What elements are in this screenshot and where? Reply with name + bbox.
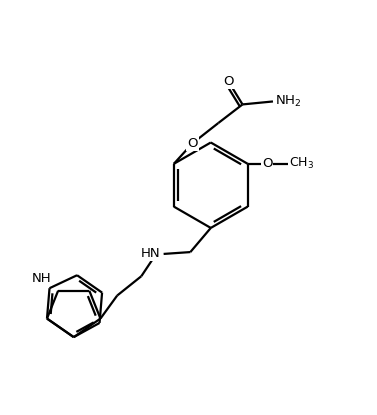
Text: O: O	[187, 137, 198, 150]
Text: O: O	[262, 157, 272, 170]
Text: NH: NH	[32, 272, 51, 285]
Text: O: O	[223, 75, 234, 88]
Text: HN: HN	[141, 247, 161, 261]
Text: CH$_3$: CH$_3$	[290, 156, 314, 171]
Text: NH$_2$: NH$_2$	[275, 94, 301, 109]
